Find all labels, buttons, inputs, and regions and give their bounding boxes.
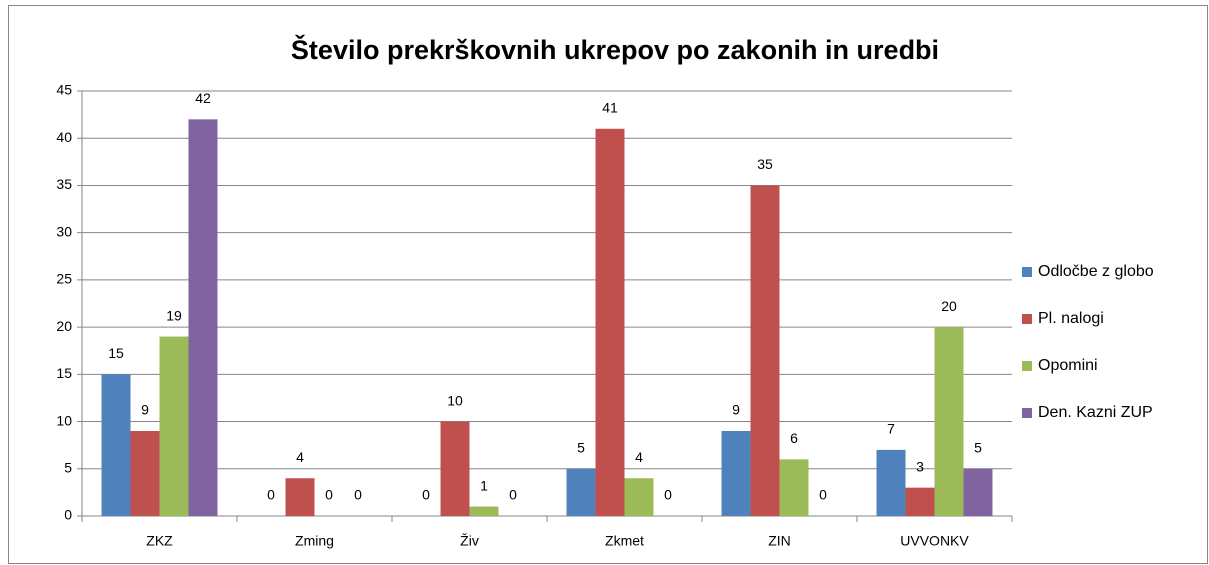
legend-label: Odločbe z globo (1038, 263, 1154, 280)
value-label: 1 (480, 477, 488, 493)
legend-label: Opomini (1038, 357, 1098, 374)
value-label: 9 (732, 402, 740, 418)
value-label: 41 (602, 99, 618, 115)
y-tick-label: 0 (64, 507, 72, 523)
bar (159, 336, 189, 516)
legend-label: Den. Kazni ZUP (1038, 404, 1153, 421)
y-tick-label: 40 (56, 129, 72, 145)
bar (963, 468, 993, 516)
x-tick-label: Živ (460, 533, 479, 549)
x-tick-label: Zming (295, 533, 334, 549)
bar (566, 468, 596, 516)
x-tick-label: ZIN (768, 533, 791, 549)
x-tick-label: ZKZ (146, 533, 173, 549)
value-label: 5 (577, 439, 585, 455)
y-tick-label: 25 (56, 271, 72, 287)
value-label: 4 (635, 449, 643, 465)
bar (595, 128, 625, 516)
legend-swatch (1022, 408, 1032, 418)
value-label: 0 (354, 487, 362, 503)
bar (905, 487, 935, 516)
bar (624, 478, 654, 516)
y-tick-label: 20 (56, 318, 72, 334)
value-label: 0 (509, 487, 517, 503)
value-label: 5 (974, 439, 982, 455)
bar (101, 374, 131, 516)
value-label: 0 (819, 487, 827, 503)
legend-swatch (1022, 361, 1032, 371)
value-label: 9 (141, 402, 149, 418)
bar (440, 421, 470, 516)
y-tick-label: 5 (64, 459, 72, 475)
value-label: 19 (166, 307, 182, 323)
value-label: 15 (108, 345, 124, 361)
value-label: 4 (296, 449, 304, 465)
value-label: 3 (916, 458, 924, 474)
legend-label: Pl. nalogi (1038, 310, 1104, 327)
bar (934, 327, 964, 516)
y-tick-label: 30 (56, 223, 72, 239)
value-label: 7 (887, 421, 895, 437)
value-label: 6 (790, 430, 798, 446)
bar (750, 185, 780, 516)
value-label: 0 (664, 487, 672, 503)
x-tick-label: UVVONKV (900, 533, 969, 549)
bar (876, 449, 906, 516)
y-tick-label: 35 (56, 176, 72, 192)
x-tick-label: Zkmet (605, 533, 644, 549)
bar (721, 431, 751, 516)
chart-title: Število prekrškovnih ukrepov po zakonih … (291, 34, 939, 65)
y-tick-label: 15 (56, 365, 72, 381)
bar (285, 478, 315, 516)
legend-swatch (1022, 314, 1032, 324)
value-label: 35 (757, 156, 773, 172)
value-label: 20 (941, 298, 957, 314)
bar (130, 431, 160, 516)
value-label: 0 (422, 487, 430, 503)
legend-swatch (1022, 267, 1032, 277)
y-tick-label: 10 (56, 412, 72, 428)
bar (188, 119, 218, 516)
bar (779, 459, 809, 516)
bar (469, 506, 499, 516)
value-label: 42 (195, 90, 211, 106)
value-label: 10 (447, 392, 463, 408)
y-tick-label: 45 (56, 82, 72, 98)
value-label: 0 (325, 487, 333, 503)
value-label: 0 (267, 487, 275, 503)
